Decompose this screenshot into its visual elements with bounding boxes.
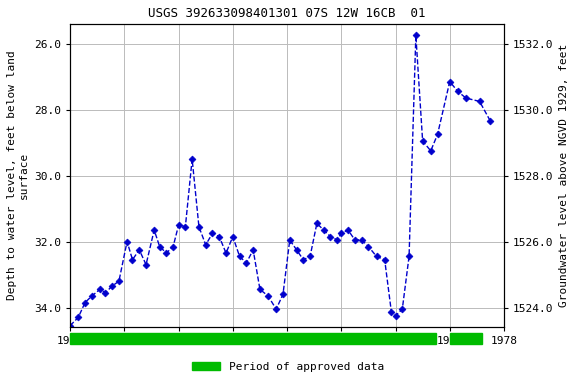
Y-axis label: Groundwater level above NGVD 1929, feet: Groundwater level above NGVD 1929, feet — [559, 44, 569, 307]
Legend: Period of approved data: Period of approved data — [188, 358, 388, 377]
Bar — [70, 333, 436, 344]
Bar — [450, 333, 482, 344]
Title: USGS 392633098401301 07S 12W 16CB  01: USGS 392633098401301 07S 12W 16CB 01 — [148, 7, 426, 20]
Y-axis label: Depth to water level, feet below land
surface: Depth to water level, feet below land su… — [7, 51, 29, 300]
